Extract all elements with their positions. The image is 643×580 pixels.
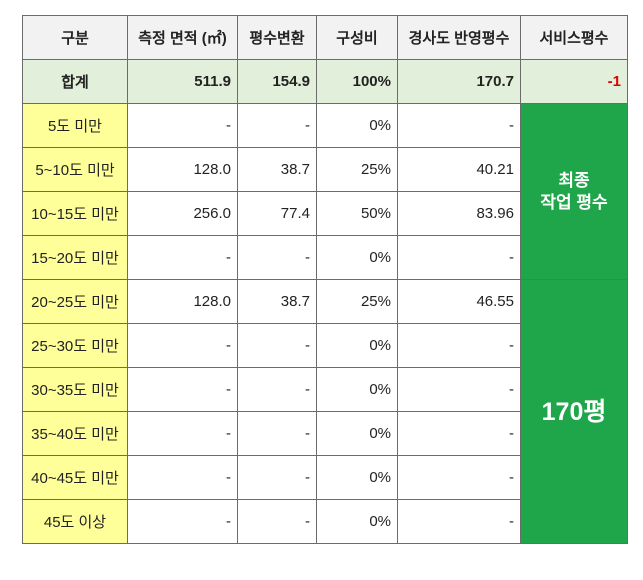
data-cell: - [237,103,317,148]
data-row: 10~15도 미만 256.0 77.4 50% 83.96 [22,191,628,236]
side-label: 최종 작업 평수 [520,103,628,280]
row-label: 35~40도 미만 [22,411,128,456]
side-label: 170평 [520,279,628,544]
row-label: 45도 이상 [22,499,128,544]
side-line: 작업 평수 [540,192,608,212]
table-wrap: 구분 측정 면적 (㎡) 평수변환 구성비 경사도 반영평수 서비스평수 합계 511.9 15… [22,15,628,544]
data-cell: 0% [316,499,398,544]
total-cell: 100% [316,59,398,104]
data-cell: - [397,323,521,368]
row-label: 20~25도 미만 [22,279,128,324]
data-row: 45도 이상 - -0% - [22,499,628,544]
data-cell: - [397,235,521,280]
data-row: 25~30도 미만 - -0% - [22,323,628,368]
data-row: 15~20도 미만 - -0% - [22,235,628,280]
total-cell: -1 [520,59,628,104]
row-label: 15~20도 미만 [22,235,128,280]
row-label: 5~10도 미만 [22,147,128,192]
side-line: 170평 [541,397,607,426]
data-cell: 256.0 [127,191,238,236]
header-cell: 구성비 [316,15,398,60]
data-cell: - [237,499,317,544]
area-table: 구분 측정 면적 (㎡) 평수변환 구성비 경사도 반영평수 서비스평수 합계 511.9 15… [22,15,628,544]
data-row: 40~45도 미만 - -0% - [22,455,628,500]
data-cell: 50% [316,191,398,236]
data-cell: - [127,367,238,412]
data-cell: - [397,499,521,544]
header-row: 구분 측정 면적 (㎡) 평수변환 구성비 경사도 반영평수 서비스평수 [22,15,628,60]
data-cell: - [237,411,317,456]
total-cell: 합계 [22,59,128,104]
data-cell: - [237,323,317,368]
data-cell: - [397,411,521,456]
data-cell: 38.7 [237,147,317,192]
data-cell: - [397,455,521,500]
data-cell: - [237,367,317,412]
data-cell: - [127,499,238,544]
data-cell: 128.0 [127,279,238,324]
data-cell: 0% [316,411,398,456]
total-cell: 511.9 [127,59,238,104]
row-label: 25~30도 미만 [22,323,128,368]
data-cell: 38.7 [237,279,317,324]
data-cell: - [127,411,238,456]
data-cell: 0% [316,367,398,412]
data-cell: - [127,103,238,148]
total-cell: 154.9 [237,59,317,104]
row-label: 10~15도 미만 [22,191,128,236]
data-cell: - [397,367,521,412]
data-cell: - [397,103,521,148]
data-row: 5~10도 미만 128.0 38.7 25% 40.21 [22,147,628,192]
data-cell: 40.21 [397,147,521,192]
data-cell: 25% [316,279,398,324]
data-cell: - [127,235,238,280]
data-cell: 128.0 [127,147,238,192]
header-cell: 경사도 반영평수 [397,15,521,60]
data-cell: 46.55 [397,279,521,324]
data-cell: - [127,455,238,500]
header-cell: 평수변환 [237,15,317,60]
data-cell: 0% [316,103,398,148]
data-cell: 77.4 [237,191,317,236]
data-cell: 0% [316,235,398,280]
data-cell: 25% [316,147,398,192]
total-row: 합계 511.9 154.9 100% 170.7 -1 [22,59,628,104]
data-row: 20~25도 미만 128.0 38.7 25% 46.55 170평 [22,279,628,544]
row-label: 30~35도 미만 [22,367,128,412]
total-cell: 170.7 [397,59,521,104]
data-row: 35~40도 미만 - -0% - [22,411,628,456]
data-cell: 83.96 [397,191,521,236]
data-cell: 0% [316,455,398,500]
header-cell: 서비스평수 [520,15,628,60]
data-cell: - [237,235,317,280]
row-label: 40~45도 미만 [22,455,128,500]
header-cell: 구분 [22,15,128,60]
data-cell: - [237,455,317,500]
header-cell: 측정 면적 (㎡) [127,15,238,60]
row-label: 5도 미만 [22,103,128,148]
data-cell: - [127,323,238,368]
data-row: 5도 미만 - -0% - 최종 작업 평수 [22,103,628,280]
data-cell: 0% [316,323,398,368]
side-line: 최종 [558,170,590,190]
